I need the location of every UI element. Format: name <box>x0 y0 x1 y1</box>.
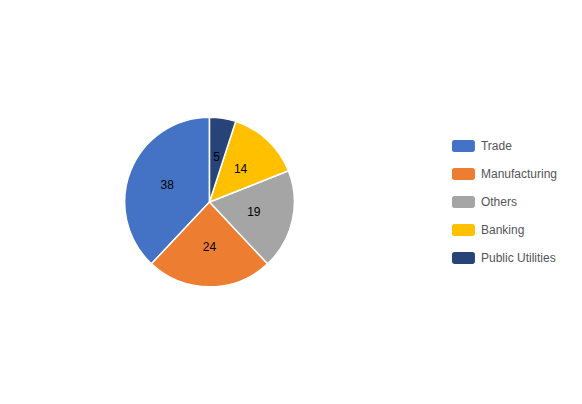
svg-text:Manufacturing: Manufacturing <box>481 167 557 181</box>
svg-text:24: 24 <box>203 240 217 254</box>
svg-text:Banking: Banking <box>481 223 524 237</box>
svg-text:Others: Others <box>481 195 517 209</box>
svg-text:38: 38 <box>161 178 175 192</box>
svg-text:Public Utilities: Public Utilities <box>481 251 556 265</box>
svg-text:19: 19 <box>247 205 261 219</box>
svg-text:14: 14 <box>234 162 248 176</box>
svg-text:5: 5 <box>213 150 220 164</box>
svg-text:Trade: Trade <box>481 139 512 153</box>
